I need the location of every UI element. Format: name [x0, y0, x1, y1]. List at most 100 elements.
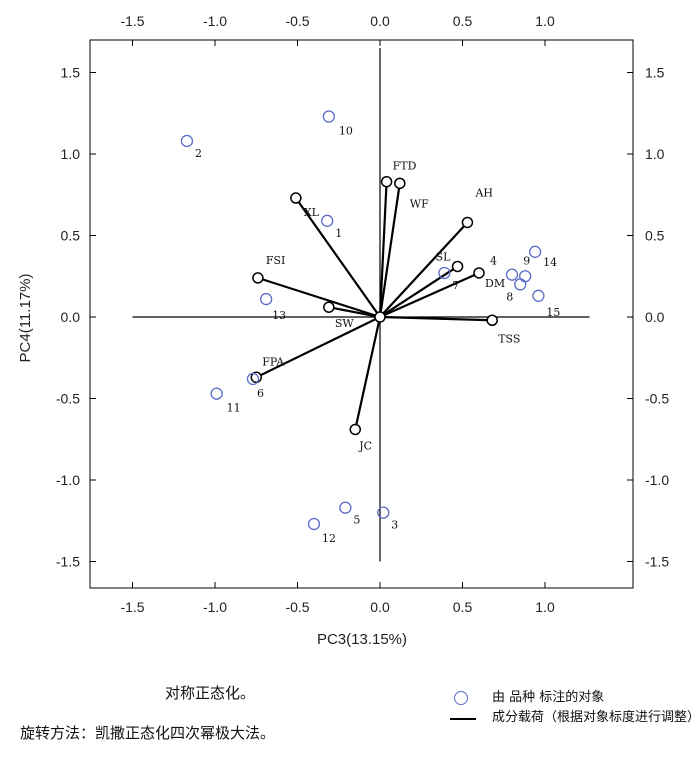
loading-marker-wf: [394, 177, 406, 190]
x-tick-label-bottom: 0.0: [370, 599, 390, 615]
line-marker-icon: [450, 718, 476, 720]
y-tick-label-left: 0.5: [61, 228, 81, 244]
loading-line-ah: [379, 221, 469, 318]
loading-line-xl: [294, 197, 381, 318]
case-label-3: 3: [391, 519, 398, 532]
loading-label-wf: WF: [410, 197, 429, 210]
case-marker-7: [438, 266, 451, 280]
y-tick-label-left: 1.0: [61, 146, 81, 162]
origin-marker: [374, 311, 386, 323]
x-axis-title: PC3(13.15%): [317, 631, 407, 648]
loading-marker-ftd: [380, 175, 393, 188]
loading-line-ftd: [378, 181, 388, 318]
case-label-11: 11: [227, 402, 241, 415]
case-marker-12: [307, 517, 321, 531]
loading-marker-fsi: [252, 272, 264, 284]
loading-line-sw: [328, 306, 381, 319]
loading-label-fpa: FPA: [262, 355, 285, 368]
case-marker-9: [519, 270, 532, 283]
x-tick-label-bottom: -1.0: [203, 599, 227, 615]
x-tick-label-top: 0.5: [453, 13, 473, 29]
y-tick-label-left: -1.0: [56, 472, 80, 488]
loading-label-sw: SW: [335, 317, 355, 330]
reference-lines: [132, 48, 590, 562]
case-label-2: 2: [195, 147, 202, 160]
legend-cases: 由 品种 标注的对象: [450, 690, 695, 706]
case-marker-4: [505, 268, 519, 281]
loading-line-fpa: [255, 316, 381, 379]
loading-label-ah: AH: [474, 186, 493, 199]
legend-loadings-label: 成分载荷（根据对象标度进行调整）: [492, 710, 700, 725]
case-marker-13: [259, 292, 273, 306]
loading-label-sl: SL: [436, 250, 452, 263]
y-tick-label-right: -1.0: [645, 472, 669, 488]
circle-marker-icon: [454, 691, 468, 705]
case-marker-3: [377, 506, 390, 519]
loading-marker-sw: [323, 301, 335, 313]
y-tick-label-left: 0.0: [61, 309, 81, 325]
y-tick-label-right: -0.5: [645, 391, 669, 407]
loading-line-tss: [379, 315, 493, 322]
case-label-9: 9: [523, 254, 530, 267]
biplot: -1.5 -1.5 -1.0 -1.0 -0.5 -0.5 0.0 0.0 0.5 0.5 1.0 1…: [17, 13, 669, 648]
x-tick-label-bottom: -0.5: [285, 599, 309, 615]
note-rotation: 旋转方法：凯撒正态化四次幂极大法。: [20, 724, 276, 742]
y-tick-label-left: -1.5: [56, 554, 80, 570]
y-axis-title: PC4(11.17%): [17, 274, 34, 363]
loading-label-fsi: FSI: [266, 254, 286, 267]
case-marker-1: [321, 214, 334, 227]
loading-line-wf: [378, 183, 401, 318]
y-tick-label-right: 0.5: [645, 228, 665, 244]
x-tick-label-top: -1.0: [203, 13, 227, 29]
x-tick-label-top: 0.0: [370, 13, 390, 29]
loading-line-sl: [379, 265, 459, 318]
loading-label-jc: JC: [358, 439, 372, 452]
case-marker-15: [532, 289, 545, 302]
legend-cases-label: 由 品种 标注的对象: [492, 690, 605, 705]
x-tick-label-top: -1.5: [120, 13, 144, 29]
loading-marker-ah: [461, 216, 474, 229]
loading-vectors: FTD WF XL AH SL DM FSI SW TSS FPA JC: [250, 160, 520, 452]
loading-line-fsi: [257, 276, 381, 319]
y-tick-label-right: -1.5: [645, 554, 669, 570]
y-tick-label-right: 0.0: [645, 309, 665, 325]
case-label-7: 7: [452, 279, 459, 292]
plot-frame: [89, 39, 634, 589]
loading-line-dm: [379, 271, 480, 319]
loading-marker-jc: [349, 423, 361, 436]
loading-label-ftd: FTD: [393, 160, 417, 173]
note-normalization: 对称正态化。: [165, 684, 256, 702]
loading-marker-dm: [473, 267, 485, 279]
axis-ticks: -1.5 -1.5 -1.0 -1.0 -0.5 -0.5 0.0 0.0 0.5 0.5 1.0 1…: [56, 13, 669, 615]
case-marker-8: [514, 278, 527, 291]
legend: 由 品种 标注的对象 成分载荷（根据对象标度进行调整）: [450, 690, 700, 726]
x-tick-label-bottom: 1.0: [535, 599, 555, 615]
case-marker-10: [322, 110, 336, 123]
x-tick-label-bottom: -1.5: [120, 599, 144, 615]
loading-label-dm: DM: [485, 277, 505, 290]
y-tick-label-right: 1.5: [645, 65, 665, 81]
x-tick-label-top: -0.5: [285, 13, 309, 29]
x-tick-label-top: 1.0: [535, 13, 555, 29]
loading-marker-tss: [486, 314, 498, 327]
case-marker-2: [180, 134, 194, 148]
y-tick-label-right: 1.0: [645, 146, 665, 162]
y-tick-label-left: -0.5: [56, 391, 80, 407]
case-marker-14: [528, 245, 542, 258]
loading-label-tss: TSS: [498, 332, 520, 345]
case-label-14: 14: [543, 256, 557, 269]
loading-label-xl: XL: [304, 206, 320, 219]
case-label-6: 6: [257, 387, 264, 400]
case-marker-11: [210, 387, 223, 400]
case-label-13: 13: [272, 309, 286, 322]
case-label-15: 15: [546, 306, 560, 319]
case-label-1: 1: [335, 227, 342, 240]
loading-line-jc: [354, 316, 382, 430]
loading-marker-xl: [290, 192, 302, 204]
case-label-12: 12: [322, 532, 336, 545]
case-marker-6: [246, 372, 260, 386]
case-label-10: 10: [339, 125, 353, 138]
x-tick-label-bottom: 0.5: [453, 599, 473, 615]
case-marker-5: [339, 501, 352, 514]
